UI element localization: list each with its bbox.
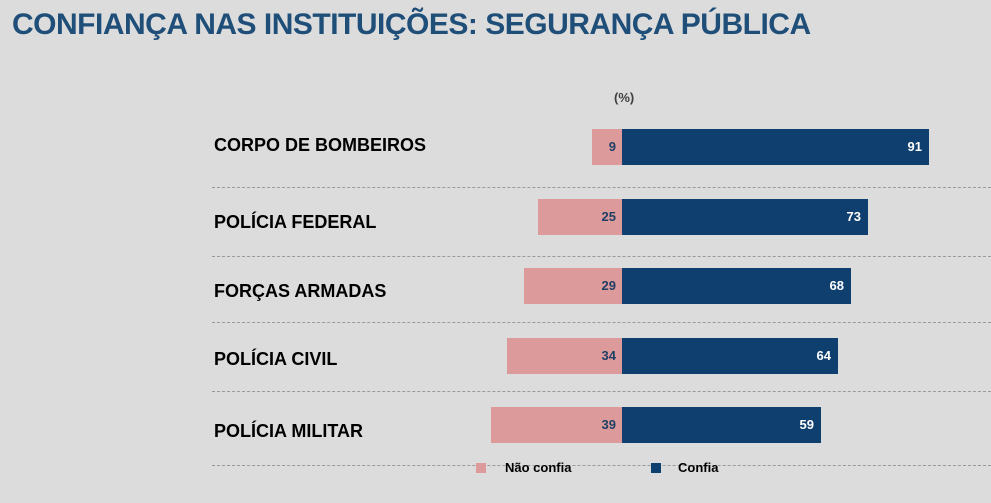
data-label-confia: 59 (799, 417, 814, 432)
unit-label: (%) (614, 90, 635, 105)
bar-nao-confia (524, 268, 622, 304)
legend-swatch-confia (651, 463, 661, 473)
bar-nao-confia (507, 338, 622, 374)
data-label-nao-confia: 9 (608, 139, 616, 154)
bar-confia (622, 199, 868, 235)
data-label-nao-confia: 34 (601, 348, 616, 363)
data-label-nao-confia: 29 (601, 278, 616, 293)
legend-swatch-nao-confia (476, 463, 486, 473)
category-label: POLÍCIA FEDERAL (214, 212, 377, 232)
category-label: CORPO DE BOMBEIROS (214, 135, 427, 155)
data-label-nao-confia: 39 (601, 417, 616, 432)
bar-nao-confia (592, 129, 622, 165)
category-label: POLÍCIA MILITAR (214, 421, 363, 441)
legend-label-nao-confia: Não confia (505, 460, 572, 475)
chart-title: CONFIANÇA NAS INSTITUIÇÕES: SEGURANÇA PÚ… (12, 8, 811, 41)
data-label-confia: 91 (907, 139, 922, 154)
data-label-confia: 73 (846, 209, 861, 224)
bar-confia (622, 129, 929, 165)
bar-confia (622, 268, 851, 304)
bar-nao-confia (538, 199, 622, 235)
legend-label-confia: Confia (678, 460, 719, 475)
row-separator (212, 465, 991, 466)
row-separator (212, 322, 991, 323)
data-label-confia: 68 (829, 278, 844, 293)
data-label-nao-confia: 25 (601, 209, 616, 224)
bar-confia (622, 407, 821, 443)
data-label-confia: 64 (816, 348, 831, 363)
row-separator (212, 391, 991, 392)
category-label: FORÇAS ARMADAS (214, 281, 387, 301)
bar-confia (622, 338, 838, 374)
row-separator (212, 187, 991, 188)
bar-nao-confia (491, 407, 622, 443)
row-separator (212, 256, 991, 257)
category-label: POLÍCIA CIVIL (214, 349, 338, 369)
